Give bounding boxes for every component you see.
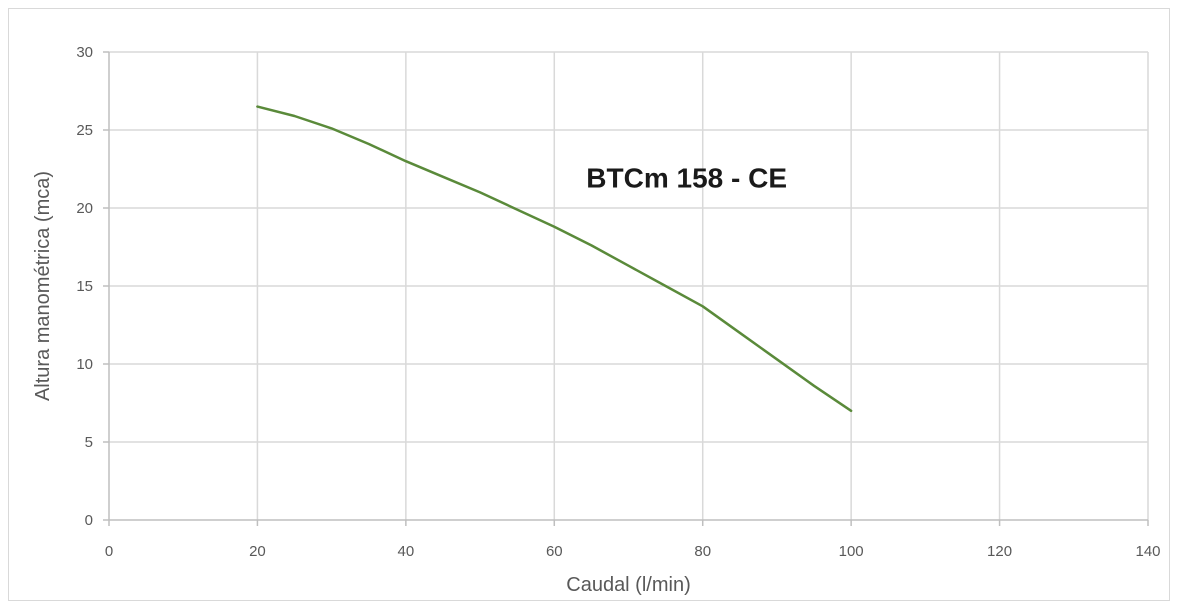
y-tick-label: 20: [76, 200, 93, 217]
x-tick-label: 60: [546, 543, 563, 560]
gridlines: [109, 51, 1149, 520]
series: [256, 105, 853, 413]
y-tick-label: 5: [85, 434, 93, 451]
x-tick-label: 80: [694, 543, 711, 560]
x-tick-label: 40: [398, 543, 415, 560]
y-axis-title: Altura manométrica (mca): [32, 171, 54, 401]
x-axis-title: Caudal (l/min): [566, 574, 690, 596]
y-tick-label: 15: [76, 278, 93, 295]
annotation-label: BTCm 158 - CE: [586, 163, 787, 194]
axes: [103, 51, 1149, 526]
chart-frame: 0 5 10 15 20 25 30 0 20 40 60 80 100 120 140 BTCm 158 …: [8, 8, 1170, 601]
y-tick-label: 0: [85, 512, 93, 529]
x-tick-label: 100: [839, 543, 864, 560]
y-tick-label: 10: [76, 356, 93, 373]
x-tick-label: 120: [987, 543, 1012, 560]
y-tick-label: 25: [76, 122, 93, 139]
x-tick-label: 0: [105, 543, 113, 560]
series-line: [256, 105, 853, 413]
x-tick-label: 140: [1135, 543, 1160, 560]
pump-curve-chart: 0 5 10 15 20 25 30 0 20 40 60 80 100 120 140 BTCm 158 …: [32, 44, 1161, 596]
x-tick-label: 20: [249, 543, 266, 560]
tick-labels: 0 5 10 15 20 25 30 0 20 40 60 80 100 120 140: [76, 44, 1160, 560]
y-tick-label: 30: [76, 44, 93, 61]
